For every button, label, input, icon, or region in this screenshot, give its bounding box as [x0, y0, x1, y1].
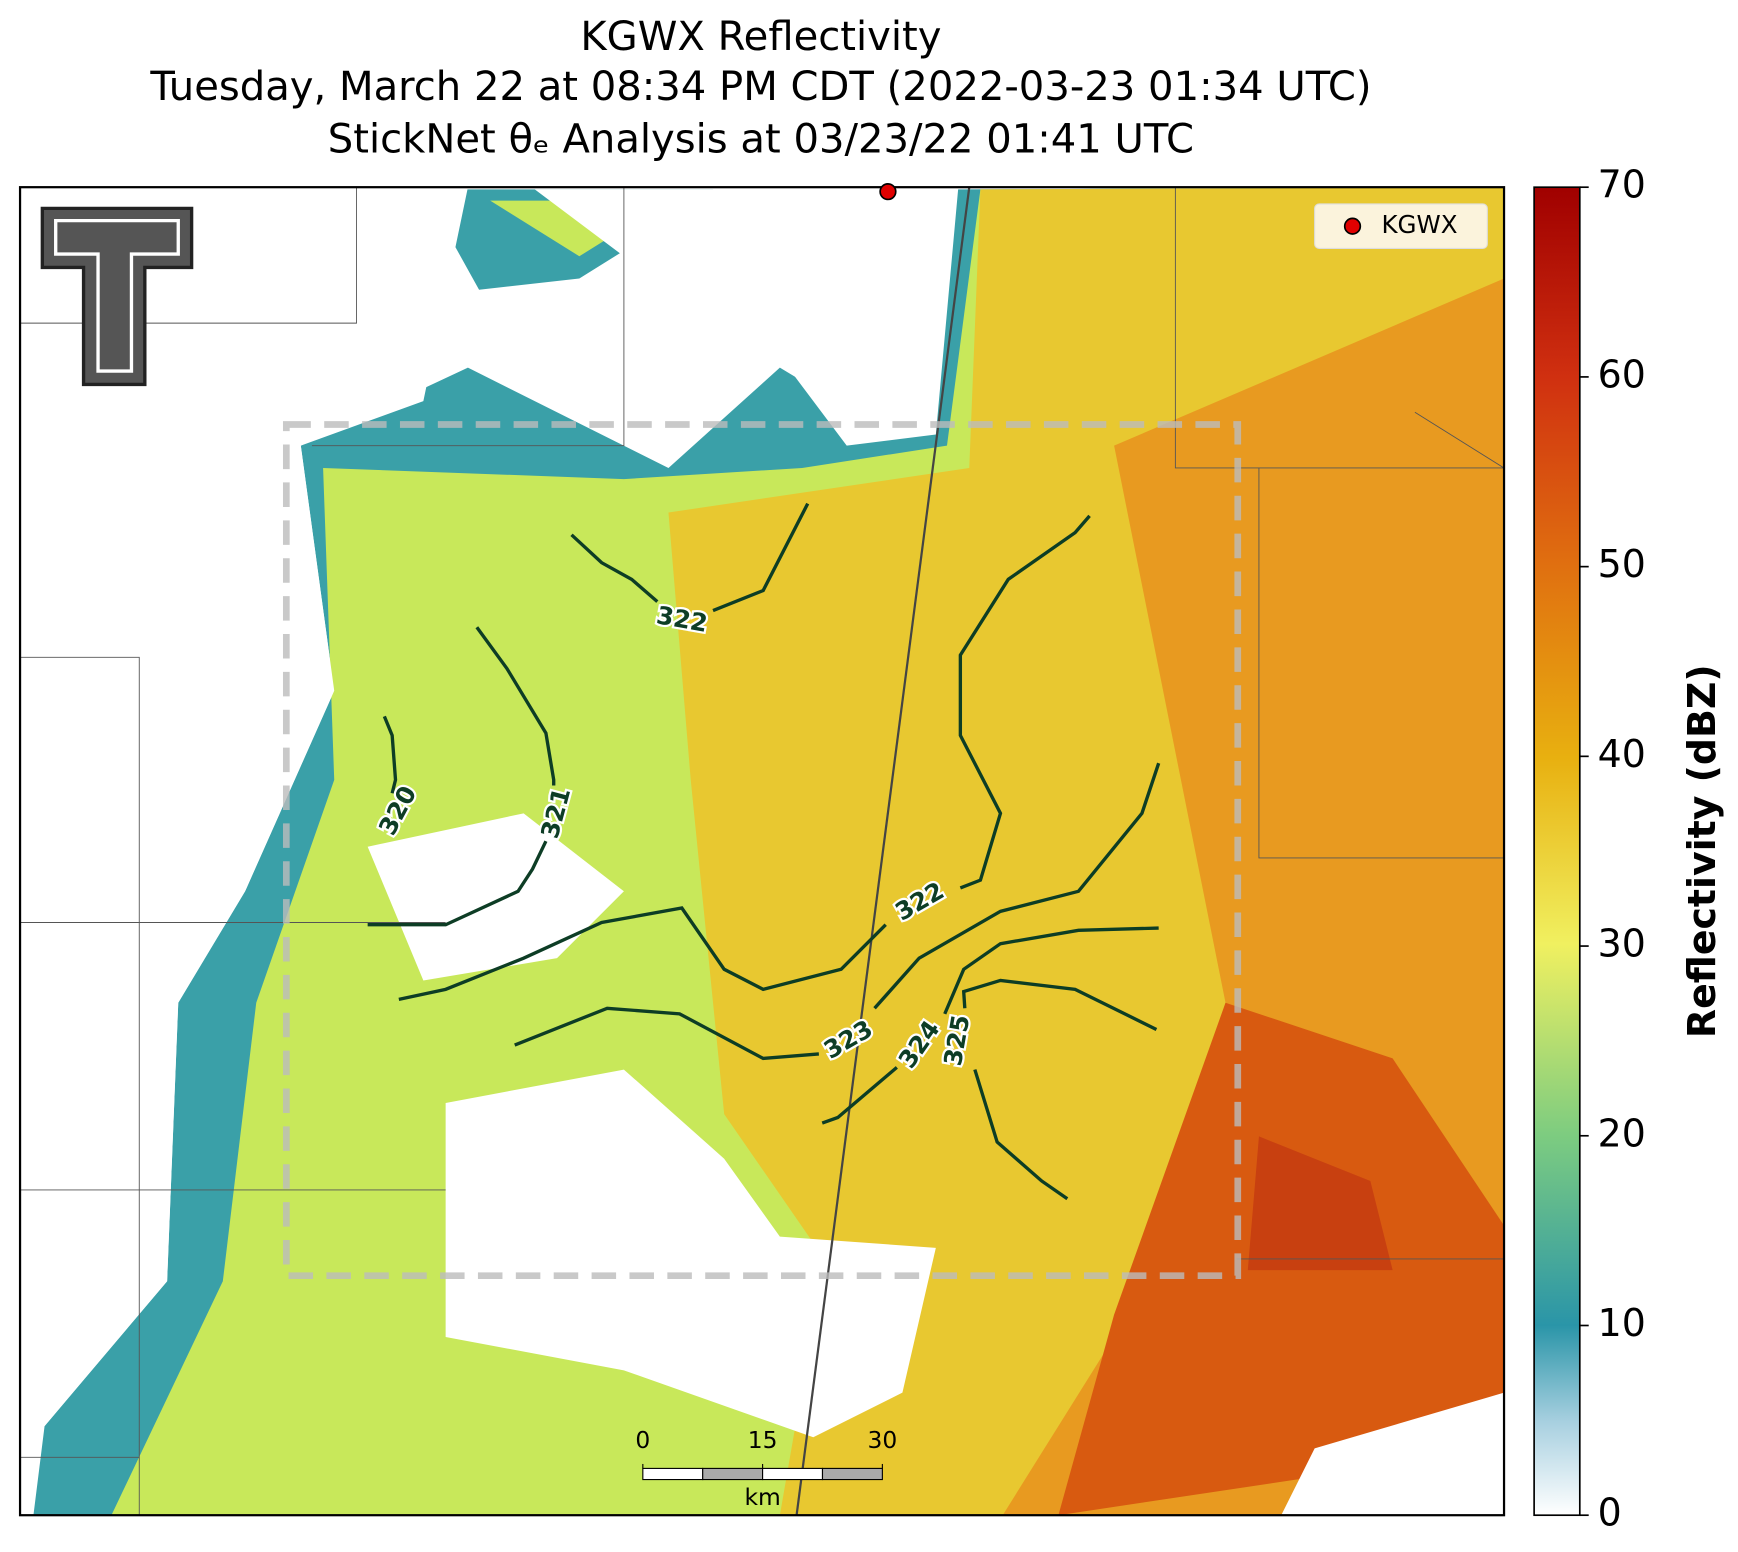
no-echo-area: [445, 1069, 936, 1438]
subtitle: Tuesday, March 22 at 08:34 PM CDT (2022-…: [149, 64, 1371, 110]
no-echo-area: [20, 187, 468, 1449]
no-echo-area: [534, 189, 959, 446]
legend-marker: [1343, 217, 1362, 235]
colorbar-tick-label: 40: [1598, 732, 1646, 776]
scale-bar: 0 15 30 km: [635, 1426, 897, 1511]
highway: [795, 187, 971, 1516]
analysis-domain: [282, 421, 1242, 1280]
map-frame: [18, 186, 1506, 1517]
colorbar-tick-label: 0: [1598, 1491, 1622, 1535]
scale-segment: [821, 1467, 883, 1481]
theta-e-contour: [382, 715, 398, 794]
colorbar-tick-label: 70: [1598, 163, 1646, 207]
legend-label: KGWX: [1381, 210, 1457, 239]
theta-e-contour: [821, 926, 1159, 1125]
radar-map: [20, 187, 1505, 1516]
scale-segment: [702, 1467, 764, 1481]
theta-e-contour: [367, 626, 556, 927]
radar-site: [879, 183, 897, 201]
colorbar-tick-label: 30: [1598, 922, 1646, 966]
scale-unit: km: [744, 1483, 780, 1511]
scale-tick-label: 0: [635, 1426, 650, 1454]
logo: [40, 206, 194, 387]
colorbar-tick-label: 50: [1598, 542, 1646, 586]
theta-e-contour: [398, 514, 1091, 1002]
colorbar-tick-label: 10: [1598, 1301, 1646, 1345]
scale-segment: [762, 1467, 824, 1481]
theta-e-contour: [514, 762, 1161, 1061]
scale-tick-label: 30: [867, 1426, 897, 1454]
colorbar-tick-label: 60: [1598, 352, 1646, 396]
no-echo-area: [367, 813, 624, 981]
legend-box: [1314, 203, 1488, 250]
theta-e-contour: [570, 502, 810, 613]
no-echo-area: [1281, 1392, 1505, 1516]
theta-e-contour: [961, 978, 1158, 1201]
scale-segment: [642, 1467, 704, 1481]
colorbar: [1533, 186, 1581, 1517]
colorbar-ticks: 0 10 20 30 40 50 60 70: [1579, 163, 1646, 1535]
title: KGWX Reflectivity: [580, 14, 941, 60]
scale-tick-label: 15: [748, 1426, 778, 1454]
subtitle: StickNet θₑ Analysis at 03/23/22 01:41 U…: [328, 117, 1194, 163]
legend: KGWX: [1314, 203, 1488, 250]
county-lines: [20, 187, 1505, 1516]
colorbar-tick-label: 20: [1598, 1111, 1646, 1155]
reflectivity-area: [1247, 1136, 1393, 1271]
colorbar-label: Reflectivity (dBZ): [1680, 664, 1724, 1038]
